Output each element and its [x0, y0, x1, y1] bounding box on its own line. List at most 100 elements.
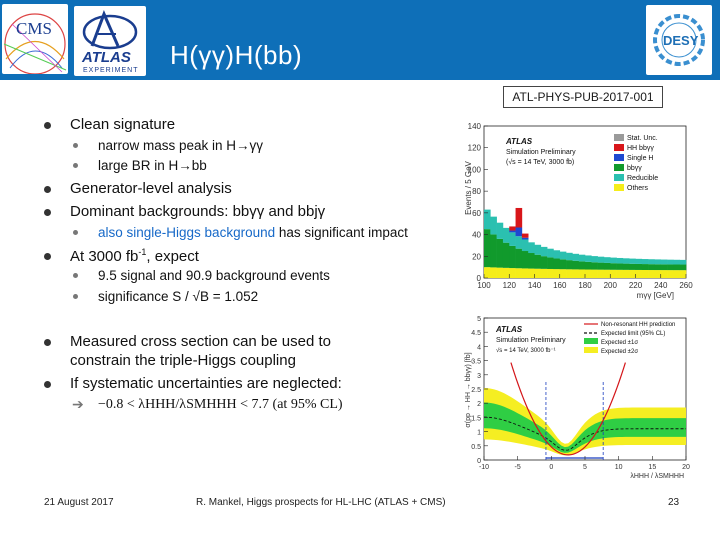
bar-others [673, 270, 680, 278]
y-tick-label: 5 [477, 316, 481, 323]
y-tick-label: 3.5 [471, 359, 481, 366]
y-axis-label: Events / 5 GeV [464, 160, 473, 214]
bar-bbgg [566, 260, 573, 270]
bar-bbgg [490, 234, 497, 268]
bullet-text: At 3000 fb [70, 248, 139, 265]
sub-bullet-mass-peak: narrow mass peak in H→γγ [73, 138, 263, 153]
bar-reducible [502, 227, 510, 243]
bar-reducible [566, 252, 573, 261]
bar-bbgg [654, 264, 662, 271]
bullet-clean-signature: Clean signature [44, 116, 176, 133]
x-tick-label: 180 [578, 281, 592, 290]
bar-others [591, 269, 598, 278]
bar-others [547, 268, 554, 278]
y-tick-label: 1 [477, 430, 481, 437]
bar-others [610, 269, 617, 278]
legend-label: Expected ±1σ [601, 340, 638, 346]
bar-others [641, 269, 649, 278]
energy-label: √s = 14 TeV, 3000 fb⁻¹ [496, 347, 556, 354]
bullet-text: large BR in H→bb [98, 158, 207, 173]
legend-label: Expected ±2σ [601, 349, 638, 355]
reference-id: ATL-PHYS-PUB-2017-001 [512, 90, 654, 104]
bar-others [515, 268, 523, 278]
bar-single-higgs [515, 227, 523, 237]
bar-reducible [578, 254, 586, 262]
bar-others [553, 269, 561, 278]
bar-bbgg [534, 254, 542, 269]
bar-others [502, 267, 510, 278]
bar-reducible [521, 239, 529, 252]
bar-reducible [629, 258, 636, 264]
x-tick-label: 0 [549, 464, 553, 471]
energy-label: (√s = 14 TeV, 3000 fb) [506, 158, 574, 166]
bar-bbgg [622, 263, 630, 270]
bar-others [635, 269, 643, 278]
y-tick-label: 40 [472, 231, 481, 240]
footer-date: 21 August 2017 [44, 497, 114, 508]
highlight-text: also single-Higgs background [98, 225, 276, 240]
cms-logo-text: CMS [16, 19, 52, 38]
bar-bbgg [502, 242, 510, 268]
plot-mgg-svg: Events / 5 GeV mγγ [GeV] ATLAS Simulatio… [464, 122, 693, 300]
bar-bbgg [528, 253, 535, 269]
bar-reducible [610, 257, 617, 264]
y-tick-label: 100 [468, 165, 482, 174]
bar-others [578, 269, 586, 278]
bar-reducible [496, 222, 504, 239]
bar-others [540, 268, 548, 278]
sub-bullet-significance: significance S / √B = 1.052 [73, 289, 258, 304]
bar-others [534, 268, 542, 278]
bar-others [490, 267, 497, 278]
bullet-dot [73, 230, 78, 235]
desy-logo-text: DESY [663, 33, 699, 48]
y-tick-label: 4.5 [471, 330, 481, 337]
plot-lambda-svg: σ(pp → HH → bbγγ) [fb] λHHH / λSMHHH ATL… [465, 316, 690, 480]
bar-reducible [648, 259, 655, 265]
bar-others [616, 269, 624, 278]
cms-logo-graphic: CMS [3, 13, 67, 74]
bar-reducible [616, 257, 624, 264]
bullet-text: has significant impact [275, 225, 408, 240]
y-tick-label: 0 [477, 458, 481, 465]
legend-swatch [614, 184, 624, 191]
legend-swatch [614, 144, 624, 151]
y-tick-label: 0 [477, 274, 482, 283]
bar-others [648, 270, 655, 278]
bar-others [521, 268, 529, 278]
legend: Non-resonant HH prediction Expected limit… [584, 322, 675, 355]
bullet-text: constrain the triple-Higgs coupling [70, 352, 296, 369]
bar-hh-signal [515, 207, 523, 228]
bar-reducible [635, 258, 643, 264]
legend-label: bbγγ [627, 165, 642, 172]
legend-label: Stat. Unc. [627, 135, 658, 142]
histogram-stack [484, 207, 687, 278]
bar-reducible [660, 259, 668, 265]
bar-reducible [572, 253, 579, 261]
bar-bbgg [540, 256, 548, 269]
bar-others [622, 269, 630, 278]
bar-reducible [591, 256, 598, 263]
bullet-text: Clean signature [70, 116, 176, 133]
bar-reducible [673, 259, 680, 265]
bar-reducible [585, 255, 592, 262]
legend-label: Reducible [627, 175, 658, 182]
bullet-generator-level: Generator-level analysis [44, 180, 232, 197]
bar-bbgg [509, 245, 516, 269]
y-axis-label: σ(pp → HH → bbγγ) [fb] [465, 352, 472, 427]
bar-others [559, 269, 567, 278]
bar-bbgg [591, 262, 598, 270]
bullet-dot [44, 339, 51, 346]
bullet-dot [44, 186, 51, 193]
x-tick-label: 160 [553, 281, 567, 290]
bar-others [603, 269, 611, 278]
bullet-dot [73, 143, 78, 148]
bar-reducible [534, 244, 542, 255]
bar-others [566, 269, 573, 278]
sub-bullet-large-br: large BR in H→bb [73, 158, 207, 173]
footer-center: R. Mankel, Higgs prospects for HL-LHC (A… [196, 497, 446, 508]
bar-others [654, 270, 662, 278]
bar-single-higgs [521, 237, 529, 240]
x-tick-label: 10 [615, 464, 623, 471]
legend-swatch [584, 347, 598, 353]
y-tick-label: 80 [472, 187, 481, 196]
